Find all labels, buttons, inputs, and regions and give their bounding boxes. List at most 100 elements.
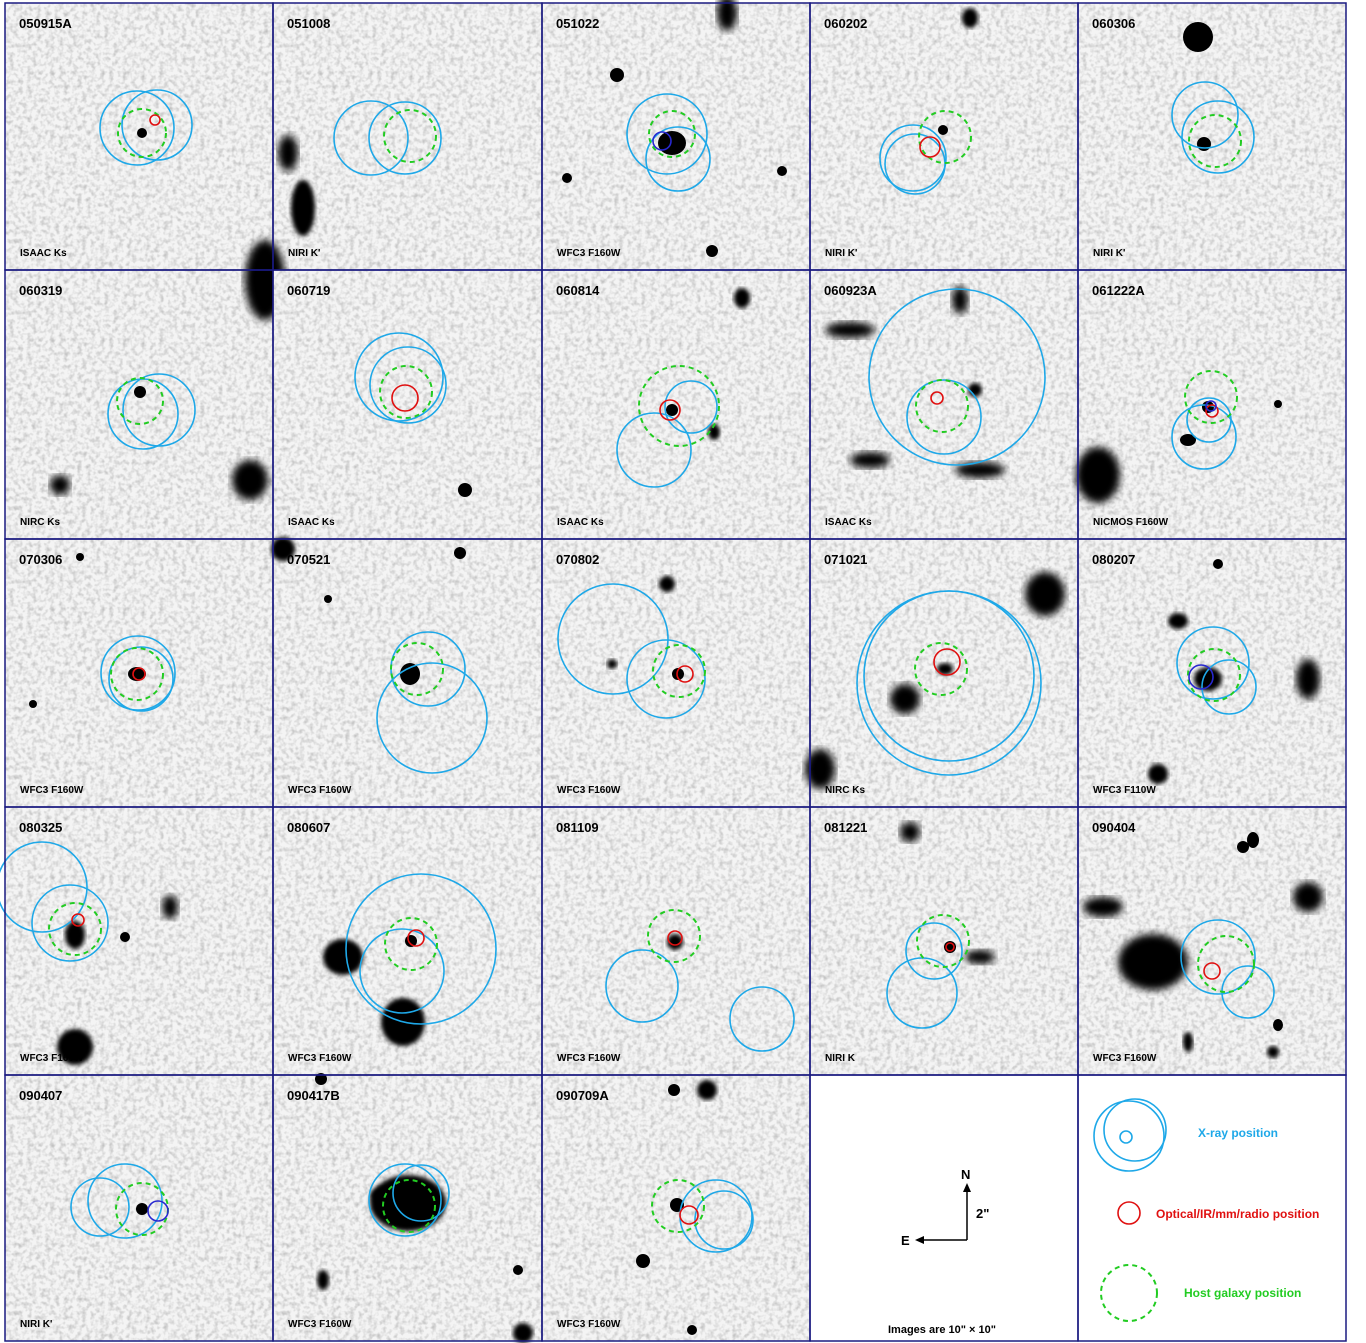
source-blob (937, 663, 953, 675)
xray-error-circle (645, 126, 711, 192)
instrument-label: ISAAC Ks (557, 517, 604, 528)
source-blob (76, 553, 84, 561)
alt-position-circle (652, 131, 672, 151)
panel-070521: 070521 WFC3 F160W (271, 537, 542, 807)
xray-error-circle (557, 583, 669, 695)
panel-060306: 060306 NIRI K' (1078, 3, 1346, 270)
source-blob (315, 1073, 327, 1085)
panel-borders (4, 2, 1347, 1342)
host-galaxy-circle (647, 909, 701, 963)
source-blob (278, 135, 298, 171)
legend-host-label: Host galaxy position (1184, 1286, 1301, 1300)
xray-error-circle (868, 288, 1046, 466)
source-blob (371, 1187, 395, 1203)
optical-position-circle (676, 665, 694, 683)
instrument-label: WFC3 F160W (557, 785, 621, 796)
source-blob (805, 749, 835, 789)
instrument-label: WFC3 F160W (288, 785, 352, 796)
noise-texture (273, 270, 542, 539)
instrument-label: WFC3 F160W (20, 785, 84, 796)
noise-texture (810, 270, 1078, 539)
source-blob (1076, 447, 1120, 503)
source-blob (120, 932, 130, 942)
source-blob (610, 68, 624, 82)
panel-050915a: 050915A ISAAC Ks (5, 3, 273, 270)
panel-id-label: 090407 (19, 1088, 62, 1103)
instrument-label: WFC3 F160W (288, 1053, 352, 1064)
legend-optical-label: Optical/IR/mm/radio position (1156, 1207, 1319, 1221)
panel-id-label: 090417B (287, 1088, 340, 1103)
source-blob (454, 547, 466, 559)
source-blob (687, 1325, 697, 1335)
panel-id-label: 080207 (1092, 552, 1135, 567)
host-galaxy-circle (117, 108, 167, 158)
optical-position-circle (149, 114, 161, 126)
xray-error-circle (99, 90, 175, 166)
xray-error-circle (345, 873, 497, 1025)
panel-id-label: 070802 (556, 552, 599, 567)
instrument-label: NIRC Ks (20, 517, 60, 528)
host-galaxy-circle (384, 917, 438, 971)
panel-060923a: 060923A ISAAC Ks (810, 270, 1078, 539)
noise-texture (810, 807, 1078, 1075)
xray-error-circle (626, 639, 706, 719)
source-blob (607, 659, 617, 669)
source-blob (965, 950, 995, 964)
noise-texture (1078, 807, 1346, 1075)
panel-080325: 080325 WFC3 F160W (0, 807, 273, 1075)
source-blob (1183, 1032, 1193, 1052)
host-galaxy-circle (48, 902, 102, 956)
xray-error-circle (664, 380, 718, 434)
panel-090404: 090404 WFC3 F160W (1078, 807, 1346, 1075)
source-blob (291, 180, 315, 236)
source-blob (562, 173, 572, 183)
source-blob (1296, 659, 1320, 699)
source-blob (1247, 832, 1259, 848)
source-blob (1237, 841, 1249, 853)
xray-error-circle (886, 957, 958, 1029)
optical-position-circle (933, 648, 961, 676)
host-galaxy-circle (116, 377, 164, 425)
instrument-label: NIRI K' (1093, 248, 1125, 259)
optical-position-circle (919, 136, 941, 158)
noise-texture (5, 807, 273, 1075)
xray-error-circle (1176, 626, 1250, 700)
source-blob (962, 8, 978, 28)
source-blob (708, 424, 720, 440)
noise-texture (810, 3, 1078, 270)
source-blob (825, 322, 875, 338)
source-blob (952, 286, 968, 314)
host-galaxy-circle (638, 365, 720, 447)
source-blob (128, 667, 146, 681)
panel-060202: 060202 NIRI K' (810, 3, 1078, 270)
xray-error-circle (359, 928, 445, 1014)
instrument-label: WFC3 F160W (20, 1053, 84, 1064)
instrument-label: NIRI K (825, 1053, 856, 1064)
instrument-label: NIRI K' (288, 248, 320, 259)
host-galaxy-circle (1188, 114, 1242, 168)
source-blob (137, 128, 147, 138)
xray-error-circle (354, 332, 444, 422)
source-blob (717, 0, 737, 31)
host-galaxy-circle (915, 379, 969, 433)
source-blob (1180, 434, 1196, 446)
legend-panel: X-ray position Optical/IR/mm/radio posit… (1078, 1075, 1346, 1343)
host-galaxy-circle (916, 914, 970, 968)
panel-id-label: 081221 (824, 820, 867, 835)
panel-090709a: 090709A WFC3 F160W (542, 1075, 810, 1341)
xray-error-circle (368, 1163, 442, 1237)
source-blob (636, 1254, 650, 1268)
instrument-label: WFC3 F160W (557, 248, 621, 259)
xray-error-circle (729, 986, 795, 1052)
panel-id-label: 051022 (556, 16, 599, 31)
panel-081109: 081109 WFC3 F160W (542, 807, 810, 1075)
image-size-note: Images are 10" × 10" (888, 1324, 996, 1336)
xray-error-circle (31, 884, 109, 962)
source-blob (57, 1029, 93, 1065)
panel-border (1077, 1074, 1347, 1342)
optical-position-circle (659, 399, 681, 421)
panel-081221: 081221 NIRI K (810, 807, 1078, 1075)
source-blob (324, 595, 332, 603)
panel-id-label: 060923A (824, 283, 877, 298)
